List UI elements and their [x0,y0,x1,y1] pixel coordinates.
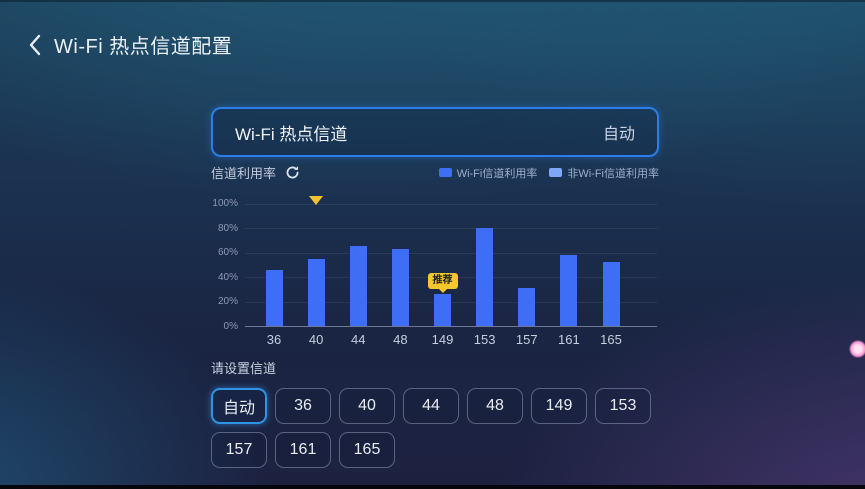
gridline [245,252,657,254]
channel-button-36[interactable]: 36 [275,388,331,424]
x-axis-tick-label: 161 [558,332,580,347]
chart-section-label: 信道利用率 [211,166,277,181]
x-axis-tick-label: 44 [351,332,366,347]
channel-card-label: Wi-Fi 热点信道 [235,124,348,144]
y-axis-tick-label: 80% [217,222,238,234]
bar-channel-36 [265,269,283,326]
legend-item: 非Wi-Fi信道利用率 [549,165,659,181]
bar-channel-40 [307,258,325,326]
bar-channel-153 [476,228,494,326]
bottom-edge-strip [0,485,865,489]
x-axis-line [245,326,657,327]
channel-button-group: 自动 36 40 44 48 149 153 157 161 165 [211,388,659,468]
y-axis-tick-label: 20% [217,296,238,307]
channel-utilization-chart: 0% 20% 40% 60% 80% 100% 36 40 44 48 149 153 157 161 16… [200,196,665,356]
channel-button-157[interactable]: 157 [211,432,267,468]
channel-button-auto[interactable]: 自动 [211,388,267,424]
channel-button-40[interactable]: 40 [339,388,395,424]
bar-channel-44 [349,246,367,326]
recommended-badge: 推荐 [427,273,458,290]
chevron-left-icon [29,34,41,55]
legend-label: Wi-Fi信道利用率 [456,167,538,180]
y-axis-tick-label: 100% [212,198,238,209]
bar-channel-165 [602,262,620,326]
x-axis-tick-label: 36 [266,332,282,347]
channel-card-value: 自动 [602,126,635,143]
channel-button-165[interactable]: 165 [339,432,395,468]
gridline [245,301,657,303]
bar-channel-48 [391,248,409,326]
bar-channel-157 [518,288,536,326]
channel-button-161[interactable]: 161 [275,432,331,468]
x-axis-tick-label: 48 [393,332,408,347]
legend-item: Wi-Fi信道利用率 [438,165,538,181]
y-axis-tick-label: 0% [223,320,238,332]
header: Wi-Fi 热点信道配置 [26,30,232,59]
channel-button-44[interactable]: 44 [403,388,459,424]
channel-picker: 请设置信道 自动 36 40 44 48 149 153 157 161 165 [211,358,671,468]
x-axis-tick-label: 153 [473,332,496,347]
glow-dot-decoration [849,340,865,358]
x-axis-tick-label: 157 [515,332,538,347]
legend-label: 非Wi-Fi信道利用率 [567,167,659,180]
y-axis-tick-label: 40% [217,271,238,283]
refresh-button[interactable] [285,165,300,180]
bar-channel-161 [560,254,578,326]
chart-header: 信道利用率 Wi-Fi信道利用率 非Wi-Fi信道利用率 [211,163,659,182]
current-channel-marker-icon [309,196,324,205]
y-axis-tick-label: 60% [217,247,238,258]
legend-swatch-icon [438,168,452,177]
channel-button-153[interactable]: 153 [595,388,651,424]
x-axis-tick-label: 40 [308,332,324,347]
gridline [245,203,657,205]
chart-legend: Wi-Fi信道利用率 非Wi-Fi信道利用率 [438,165,659,181]
channel-setting-card[interactable]: Wi-Fi 热点信道 自动 [211,107,659,157]
page-title: Wi-Fi 热点信道配置 [54,36,233,58]
refresh-icon [286,166,299,179]
back-button[interactable] [26,32,44,58]
bar-channel-149 [434,294,451,326]
top-edge-strip [0,0,865,2]
legend-swatch-icon [549,168,563,177]
picker-label: 请设置信道 [211,361,277,376]
x-axis-tick-label: 165 [600,332,622,347]
channel-button-149[interactable]: 149 [531,388,587,424]
x-axis-tick-label: 149 [431,332,454,347]
gridline [245,228,657,229]
channel-button-48[interactable]: 48 [467,388,523,424]
